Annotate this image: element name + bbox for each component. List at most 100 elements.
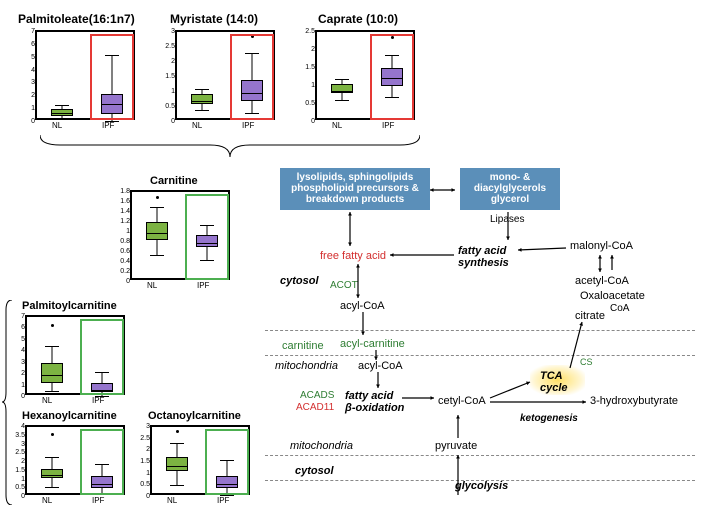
ytick: 7 <box>21 313 27 320</box>
arrow <box>595 250 605 277</box>
cap <box>195 89 210 90</box>
highlight-box <box>205 429 249 495</box>
ytick: 2 <box>311 46 317 53</box>
median <box>52 113 73 114</box>
ytick: 2 <box>21 370 27 377</box>
box <box>41 469 64 478</box>
highlight-box <box>90 34 134 120</box>
ytick: 2 <box>31 92 37 99</box>
box <box>331 84 354 93</box>
coa-label: CoA <box>610 303 629 314</box>
cat-label: NL <box>147 281 157 290</box>
ytick: 0.6 <box>120 248 132 255</box>
arrow <box>453 410 463 443</box>
ytick: 4 <box>21 347 27 354</box>
myristate-title: Myristate (14:0) <box>170 12 258 26</box>
palmitoleate-plot: 01234567NLIPF <box>35 30 135 120</box>
cat-label: IPF <box>92 496 104 505</box>
ytick: 2 <box>21 458 27 465</box>
outlier <box>176 430 179 433</box>
lysolipids-box: lysolipids, sphingolipidsphospholipid pr… <box>280 168 430 210</box>
median <box>167 466 188 467</box>
membrane-line <box>265 330 695 331</box>
carnitine-plot: 00.20.40.60.811.21.41.61.8NLIPF <box>130 190 230 280</box>
arrow <box>513 243 571 255</box>
ytick: 2.5 <box>305 28 317 35</box>
ytick: 1.5 <box>15 467 27 474</box>
cap <box>335 100 350 101</box>
arrow <box>453 450 463 500</box>
ytick: 0 <box>31 118 37 125</box>
ytick: 2.5 <box>140 435 152 442</box>
ytick: 6 <box>31 41 37 48</box>
ytick: 2.5 <box>165 43 177 50</box>
arrow <box>373 367 383 393</box>
cat-label: IPF <box>382 121 394 130</box>
ytick: 1.5 <box>305 64 317 71</box>
box <box>191 94 214 105</box>
box <box>146 222 169 240</box>
cat-label: NL <box>42 496 52 505</box>
carnitine-title: Carnitine <box>150 175 198 187</box>
cat-label: IPF <box>242 121 254 130</box>
ytick: 4 <box>21 423 27 430</box>
ytick: 0 <box>171 118 177 125</box>
lysolipids-line: breakdown products <box>284 194 426 205</box>
glycerols-box: mono- &diacylglycerolsglycerol <box>460 168 560 210</box>
ytick: 2 <box>146 446 152 453</box>
acad11-label: ACAD11 <box>296 402 334 413</box>
oxaloacetate-label: Oxaloacetate <box>580 290 645 302</box>
median <box>192 101 213 102</box>
cat-label: NL <box>192 121 202 130</box>
octanoylcarnitine-title: Octanoylcarnitine <box>148 410 241 422</box>
cap <box>170 485 185 486</box>
lysolipids-line: phospholipid precursors & <box>284 183 426 194</box>
ytick: 3 <box>171 28 177 35</box>
ytick: 0.5 <box>305 100 317 107</box>
ytick: 0 <box>126 278 132 285</box>
cap <box>45 391 60 392</box>
arrow <box>565 317 587 373</box>
octanoylcarnitine-plot: 00.511.522.53NLIPF <box>150 425 250 495</box>
ytick: 0.8 <box>120 238 132 245</box>
membrane-line <box>265 480 695 481</box>
ytick: 0.5 <box>165 103 177 110</box>
median <box>42 375 63 376</box>
ytick: 0.4 <box>120 258 132 265</box>
highlight-box <box>80 319 124 395</box>
outlier <box>51 324 54 327</box>
acads-label: ACADS <box>300 390 334 401</box>
glycerols-line: mono- & <box>464 172 556 183</box>
palmitoleate-title: Palmitoleate(16:1n7) <box>18 12 135 26</box>
ytick: 3.5 <box>15 432 27 439</box>
caprate-plot: 00.511.522.5NLIPF <box>315 30 415 120</box>
tca-label: TCAcycle <box>540 370 568 394</box>
highlight-box <box>80 429 124 495</box>
cap <box>150 207 165 208</box>
ytick: 0 <box>21 393 27 400</box>
arrow <box>353 259 363 303</box>
ytick: 0 <box>21 493 27 500</box>
ytick: 2 <box>171 58 177 65</box>
hydroxybutyrate-label: 3-hydroxybutyrate <box>590 395 678 407</box>
ytick: 4 <box>31 67 37 74</box>
cat-label: NL <box>52 121 62 130</box>
ytick: 5 <box>31 54 37 61</box>
hexanoylcarnitine-plot: 00.511.522.533.54NLIPF <box>25 425 125 495</box>
ytick: 7 <box>31 28 37 35</box>
arrow <box>485 397 591 407</box>
membrane-line <box>265 455 695 456</box>
cap <box>45 457 60 458</box>
cap <box>335 79 350 80</box>
outlier <box>156 196 159 199</box>
ytick: 3 <box>21 441 27 448</box>
ytick: 5 <box>21 336 27 343</box>
lysolipids-line: lysolipids, sphingolipids <box>284 172 426 183</box>
cap <box>45 346 60 347</box>
ytick: 3 <box>21 359 27 366</box>
outlier <box>51 433 54 436</box>
cat-label: IPF <box>217 496 229 505</box>
ytick: 2.5 <box>15 449 27 456</box>
cat-label: NL <box>332 121 342 130</box>
ytick: 1 <box>311 82 317 89</box>
